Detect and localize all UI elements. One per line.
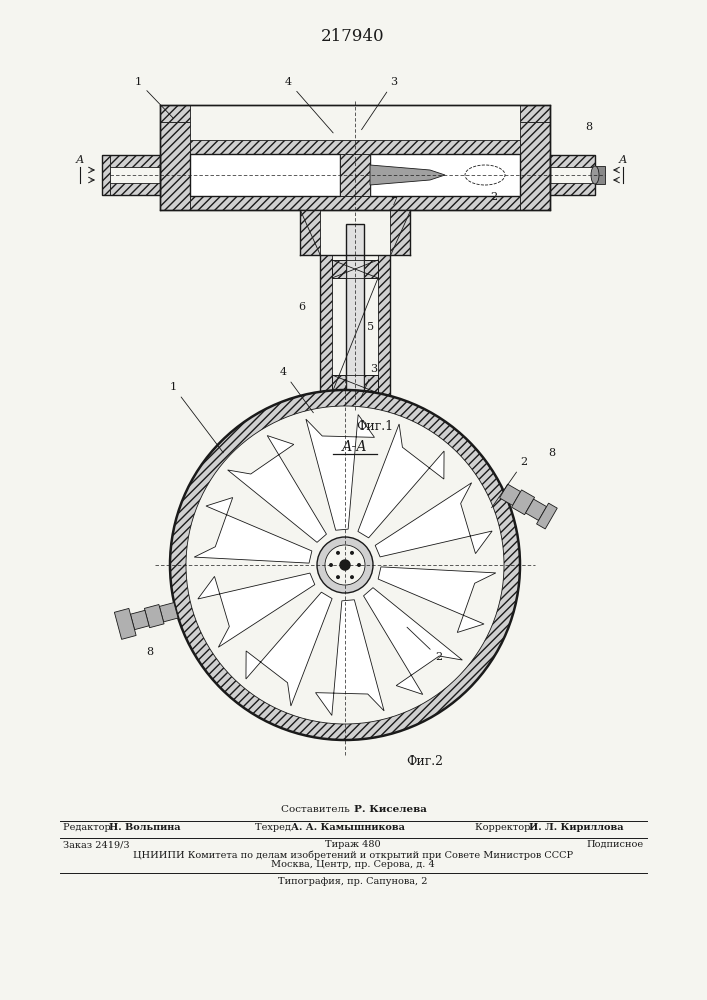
Text: 8: 8 [549,448,556,458]
Polygon shape [190,154,340,196]
Polygon shape [300,210,320,255]
Text: 5: 5 [367,322,374,332]
Text: А: А [76,155,84,165]
Text: 2: 2 [407,627,442,662]
Polygon shape [390,210,410,255]
Text: 4: 4 [280,367,313,413]
Polygon shape [340,154,370,196]
Circle shape [170,390,520,740]
Circle shape [340,560,350,570]
Text: Подписное: Подписное [587,840,644,849]
Circle shape [325,545,365,585]
Polygon shape [363,588,462,694]
Text: Тираж 480: Тираж 480 [325,840,381,849]
Text: 8: 8 [146,647,153,657]
Circle shape [357,563,361,567]
Text: 8: 8 [585,122,592,132]
Circle shape [186,406,504,724]
Polygon shape [550,155,595,167]
Text: А. А. Камышникова: А. А. Камышникова [291,823,405,832]
Text: Р. Киселева: Р. Киселева [354,805,427,814]
Text: 217940: 217940 [321,28,385,45]
Polygon shape [537,503,557,529]
Text: 4: 4 [285,77,333,133]
Polygon shape [520,105,550,122]
Polygon shape [378,567,496,632]
Polygon shape [364,375,378,393]
Polygon shape [525,499,547,520]
Polygon shape [110,155,160,167]
Text: ЦНИИПИ Комитета по делам изобретений и открытий при Совете Министров СССР: ЦНИИПИ Комитета по делам изобретений и о… [133,850,573,859]
Polygon shape [595,166,605,184]
Text: 1: 1 [135,77,173,118]
Polygon shape [130,610,149,630]
Polygon shape [550,183,595,195]
Circle shape [350,551,354,555]
Polygon shape [358,424,444,538]
Text: А-А: А-А [342,440,368,454]
Polygon shape [144,605,164,628]
Text: Техред: Техред [255,823,294,832]
Text: 1: 1 [170,382,223,453]
Polygon shape [520,122,550,210]
Circle shape [329,563,333,567]
Polygon shape [500,484,520,505]
Circle shape [336,551,340,555]
Circle shape [350,575,354,579]
Text: Москва, Центр, пр. Серова, д. 4: Москва, Центр, пр. Серова, д. 4 [271,860,435,869]
Text: 3: 3 [361,77,397,130]
Polygon shape [364,260,378,278]
Polygon shape [332,375,346,393]
Text: И. Л. Кириллова: И. Л. Кириллова [529,823,624,832]
Text: Составитель: Составитель [281,805,353,814]
Polygon shape [370,154,520,196]
Ellipse shape [591,166,599,184]
Text: Н. Вольпина: Н. Вольпина [109,823,180,832]
Polygon shape [306,415,375,530]
Circle shape [317,537,373,593]
Text: Типография, пр. Сапунова, 2: Типография, пр. Сапунова, 2 [279,877,428,886]
Polygon shape [194,498,312,563]
Polygon shape [378,255,390,395]
Polygon shape [246,592,332,706]
Polygon shape [102,155,110,195]
Polygon shape [115,608,136,639]
Polygon shape [346,224,364,395]
Text: 7: 7 [390,197,397,207]
Text: 2: 2 [491,457,527,508]
Text: 2: 2 [490,192,497,202]
Text: 3: 3 [361,364,377,397]
Polygon shape [110,183,160,195]
Text: 6: 6 [298,302,305,312]
Polygon shape [190,196,520,210]
Polygon shape [512,490,534,515]
Polygon shape [315,600,384,715]
Text: Редактор: Редактор [63,823,114,832]
Text: Заказ 2419/3: Заказ 2419/3 [63,840,129,849]
Polygon shape [300,210,320,255]
Polygon shape [228,436,327,542]
Text: Фиг.1: Фиг.1 [356,420,394,433]
Text: Корректор: Корректор [475,823,534,832]
Polygon shape [159,603,178,622]
Polygon shape [198,573,315,647]
Polygon shape [370,165,445,185]
Polygon shape [160,122,190,210]
Polygon shape [375,483,492,557]
Polygon shape [320,255,332,395]
Polygon shape [390,210,410,255]
Text: А: А [619,155,627,165]
Circle shape [336,575,340,579]
Text: Фиг.2: Фиг.2 [407,755,443,768]
Polygon shape [320,395,390,410]
Polygon shape [190,140,520,154]
Polygon shape [160,105,190,122]
Polygon shape [332,260,346,278]
